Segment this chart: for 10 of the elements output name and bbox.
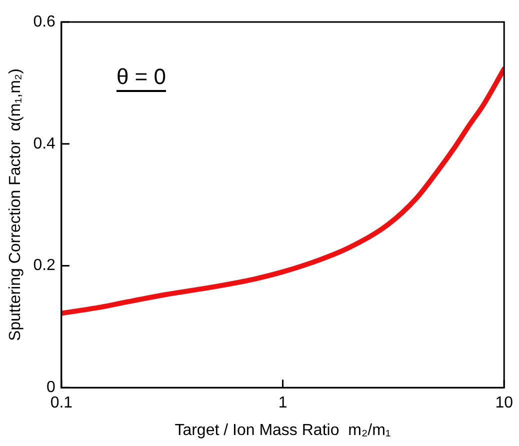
x-tick-label: 0.1 (50, 394, 73, 412)
x-tick-label: 10 (495, 394, 514, 412)
y-axis-title: Sputtering Correction Factor α(m₁,m₂) (7, 68, 24, 342)
x-axis-title: Target / Ion Mass Ratio m₂/m₁ (174, 422, 391, 439)
y-tick-label: 0.2 (33, 257, 56, 274)
y-tick-label: 0 (46, 379, 56, 396)
y-tick-label: 0.6 (33, 13, 56, 30)
x-tick-label: 1 (278, 394, 288, 412)
annotation: θ = 0 (116, 64, 166, 90)
y-tick-label: 0.4 (33, 135, 56, 152)
